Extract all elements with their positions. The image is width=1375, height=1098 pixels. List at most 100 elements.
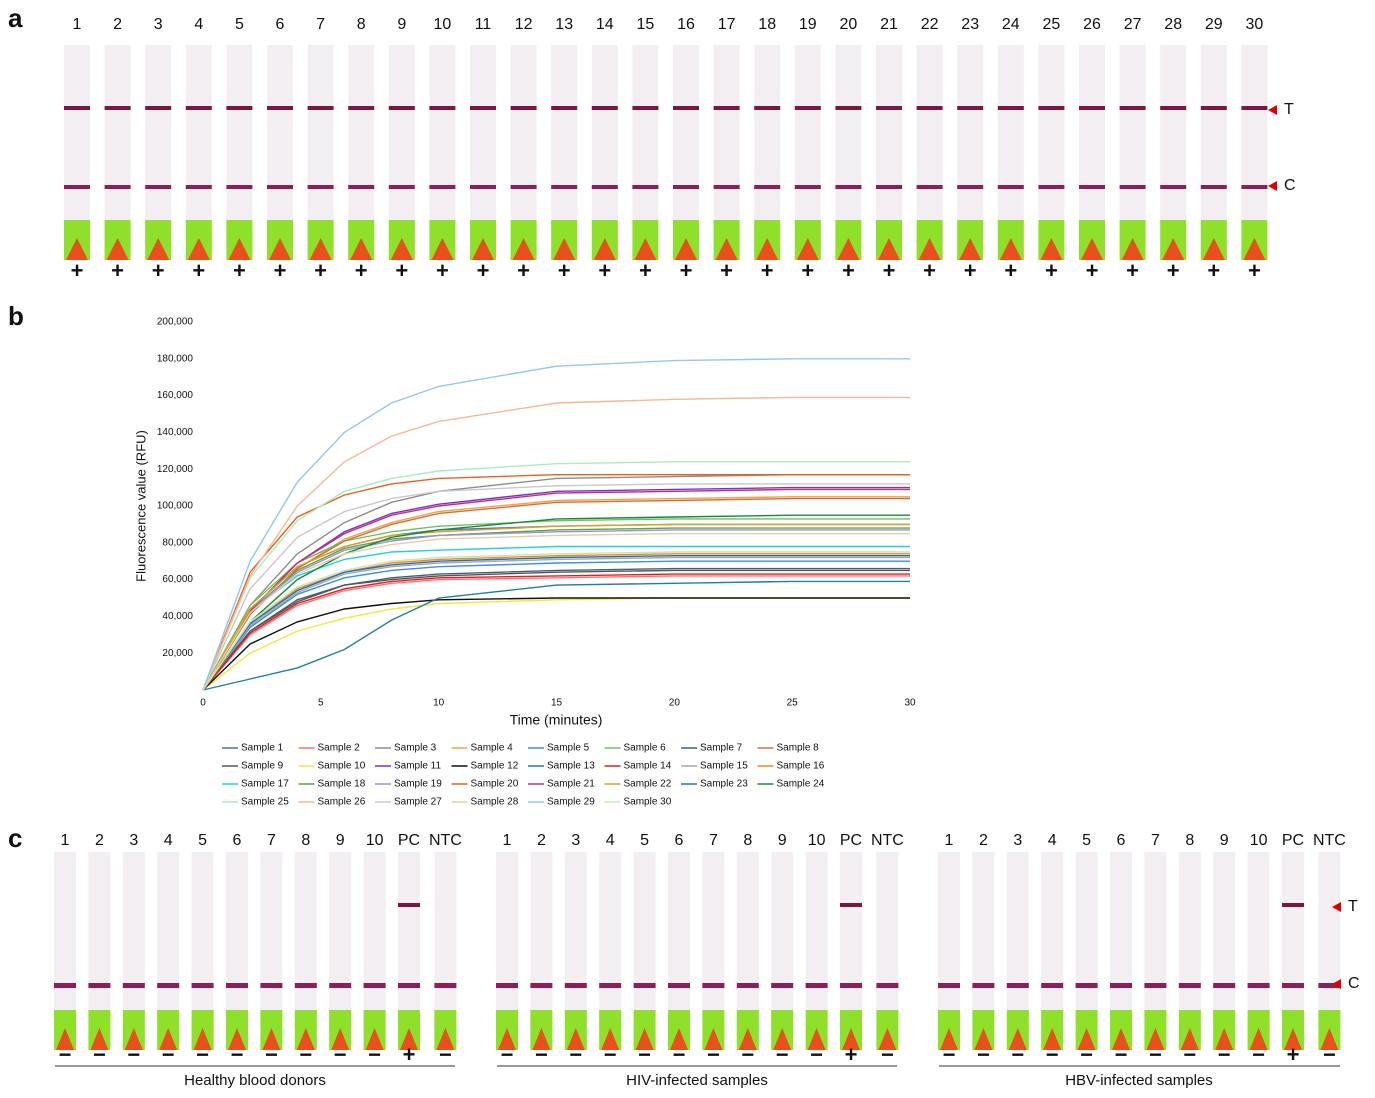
- strip-number: 6: [675, 832, 684, 849]
- control-band: [795, 185, 821, 189]
- control-band: [1120, 185, 1146, 189]
- strip-number: 4: [164, 832, 173, 849]
- result-sign: −: [162, 1042, 175, 1067]
- panel-label: b: [8, 301, 24, 331]
- legend-label: Sample 18: [318, 779, 366, 790]
- control-band: [226, 983, 248, 988]
- result-sign: −: [776, 1042, 789, 1067]
- strip-number: 22: [921, 16, 939, 33]
- strip-number: NTC: [871, 832, 904, 849]
- control-band: [364, 983, 386, 988]
- test-band: [714, 106, 740, 110]
- strip-number: 20: [840, 16, 858, 33]
- result-sign: +: [1287, 1042, 1300, 1067]
- test-band: [1038, 106, 1064, 110]
- strip-number: 19: [799, 16, 817, 33]
- result-sign: +: [558, 258, 571, 283]
- control-band: [1076, 983, 1098, 988]
- result-sign: +: [639, 258, 652, 283]
- series-line: [203, 488, 910, 690]
- control-band: [806, 983, 828, 988]
- control-band: [876, 983, 898, 988]
- result-sign: +: [436, 258, 449, 283]
- series-line: [203, 561, 910, 690]
- legend-label: Sample 22: [624, 779, 672, 790]
- result-sign: −: [1149, 1042, 1162, 1067]
- legend-label: Sample 2: [318, 743, 361, 754]
- legend-label: Sample 6: [624, 743, 667, 754]
- control-band: [186, 185, 212, 189]
- legend-label: Sample 15: [700, 761, 748, 772]
- legend-label: Sample 20: [471, 779, 519, 790]
- result-sign: +: [1045, 258, 1058, 283]
- control-band: [470, 185, 496, 189]
- series-line: [203, 598, 910, 690]
- result-sign: −: [1115, 1042, 1128, 1067]
- control-band: [429, 185, 455, 189]
- control-band: [88, 983, 110, 988]
- band-label: T: [1348, 898, 1358, 915]
- strip-number: 3: [154, 16, 163, 33]
- test-band: [551, 106, 577, 110]
- strip-number: PC: [1282, 832, 1304, 849]
- control-band: [938, 983, 960, 988]
- legend-label: Sample 8: [777, 743, 820, 754]
- y-tick-label: 60,000: [162, 574, 193, 585]
- result-sign: −: [638, 1042, 651, 1067]
- result-sign: +: [192, 258, 205, 283]
- strip-number: 2: [95, 832, 104, 849]
- legend-label: Sample 13: [547, 761, 595, 772]
- strip-number: 21: [880, 16, 898, 33]
- panel-label: a: [8, 3, 23, 33]
- y-tick-label: 160,000: [157, 390, 194, 401]
- control-band: [434, 983, 456, 988]
- strip-number: 1: [61, 832, 70, 849]
- result-sign: −: [1323, 1042, 1336, 1067]
- strip-number: 1: [73, 16, 82, 33]
- band-label: C: [1284, 177, 1296, 194]
- legend-label: Sample 1: [241, 743, 284, 754]
- control-band: [1241, 185, 1267, 189]
- control-band: [668, 983, 690, 988]
- control-band: [565, 983, 587, 988]
- strip-number: 24: [1002, 16, 1020, 33]
- strip-number: 11: [475, 16, 492, 33]
- control-band: [267, 185, 293, 189]
- strip-number: 1: [503, 832, 512, 849]
- result-sign: +: [598, 258, 611, 283]
- legend-label: Sample 19: [394, 779, 442, 790]
- result-sign: −: [535, 1042, 548, 1067]
- control-band: [511, 185, 537, 189]
- result-sign: −: [265, 1042, 278, 1067]
- result-sign: −: [569, 1042, 582, 1067]
- control-band: [737, 983, 759, 988]
- group-label: HBV-infected samples: [1065, 1072, 1213, 1089]
- test-band: [957, 106, 983, 110]
- strip-number: 2: [113, 16, 122, 33]
- control-band: [876, 185, 902, 189]
- strip-number: 5: [198, 832, 207, 849]
- control-band: [551, 185, 577, 189]
- strip-number: 14: [596, 16, 614, 33]
- y-tick-label: 100,000: [157, 501, 194, 512]
- test-band: [1201, 106, 1227, 110]
- test-band: [835, 106, 861, 110]
- result-sign: +: [152, 258, 165, 283]
- control-band: [1041, 983, 1063, 988]
- result-sign: +: [1207, 258, 1220, 283]
- test-band: [1282, 903, 1304, 907]
- control-band: [1179, 983, 1201, 988]
- legend-label: Sample 23: [700, 779, 748, 790]
- test-band: [1160, 106, 1186, 110]
- legend-label: Sample 11: [394, 761, 442, 772]
- control-band: [54, 983, 76, 988]
- strip-number: 25: [1043, 16, 1061, 33]
- test-band: [226, 106, 252, 110]
- control-band: [1038, 185, 1064, 189]
- test-band: [186, 106, 212, 110]
- test-band: [267, 106, 293, 110]
- test-band: [840, 903, 862, 907]
- legend-label: Sample 14: [624, 761, 672, 772]
- test-band: [389, 106, 415, 110]
- result-sign: +: [1126, 258, 1139, 283]
